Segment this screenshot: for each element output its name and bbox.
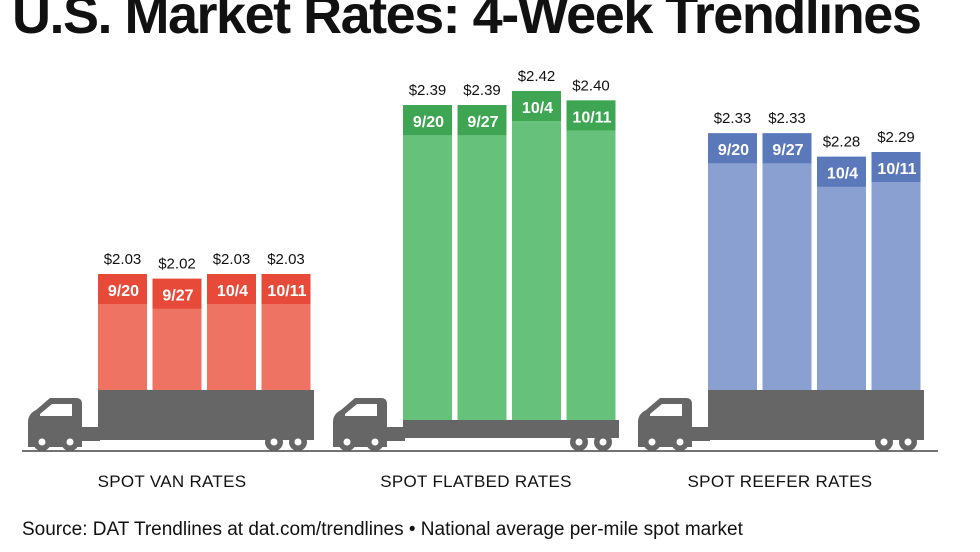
bar-date-label-2-1: 9/20: [413, 114, 444, 131]
bar-date-label-1-4: 10/11: [267, 283, 306, 300]
bar-value-label-2-3: $2.42: [518, 68, 556, 85]
bar-date-label-2-2: 9/27: [467, 114, 498, 131]
truck-hubcap-3-1: [676, 438, 684, 446]
truck-window-2: [345, 404, 377, 416]
bar-3-1: [708, 133, 757, 420]
truck-chassis-2: [403, 428, 619, 438]
bar-value-label-1-2: $2.02: [158, 256, 196, 273]
bar-value-label-3-2: $2.33: [768, 110, 806, 127]
chart-title: U.S. Market Rates: 4-Week Trendlines: [12, 0, 922, 45]
bar-date-label-2-3: 10/4: [522, 100, 553, 117]
bar-value-label-1-3: $2.03: [213, 251, 251, 268]
bar-3-4: [871, 152, 921, 420]
truck-hubcap-1-3: [294, 438, 302, 446]
truck-chassis-3: [708, 428, 924, 440]
truck-window-1: [40, 404, 72, 416]
bar-value-label-2-1: $2.39: [409, 82, 447, 99]
bar-header-3-3: [817, 156, 866, 187]
truck-hubcap-1-1: [66, 438, 74, 446]
bar-date-label-3-4: 10/11: [877, 161, 916, 178]
truck-hitch-1: [82, 427, 100, 441]
truck-hubcap-1-2: [270, 438, 278, 446]
bar-value-label-2-4: $2.40: [572, 77, 610, 94]
truck-hubcap-3-3: [904, 438, 912, 446]
bar-2-2: [457, 105, 507, 421]
bar-2-1: [403, 105, 452, 421]
truck-hubcap-2-2: [575, 438, 583, 446]
truck-trailer-3: [708, 390, 924, 430]
bar-date-label-3-3: 10/4: [827, 166, 858, 183]
bar-date-label-1-2: 9/27: [162, 288, 193, 305]
bar-header-1-3: [207, 274, 256, 304]
panel-label-2: SPOT FLATBED RATES: [380, 472, 572, 491]
bar-header-3-4: [871, 152, 921, 182]
truck-flatbed-deck-2: [403, 420, 619, 428]
bar-value-label-2-2: $2.39: [463, 82, 501, 99]
bar-3-3: [817, 156, 866, 420]
bar-date-label-3-2: 9/27: [772, 142, 803, 159]
bar-value-label-3-1: $2.33: [714, 110, 752, 127]
bar-date-label-1-1: 9/20: [108, 283, 139, 300]
bar-date-label-2-4: 10/11: [572, 109, 611, 126]
truck-hubcap-1-0: [38, 438, 46, 446]
truck-hitch-2: [387, 427, 405, 441]
bar-header-2-4: [566, 100, 616, 131]
truck-hubcap-2-3: [599, 438, 607, 446]
bar-header-3-1: [708, 133, 757, 164]
truck-chassis-1: [98, 428, 314, 440]
truck-hitch-3: [692, 427, 710, 441]
bar-2-3: [512, 91, 561, 420]
bar-chart-area: 9/20 $2.03 9/27 $2.02 10/4 $2.03 10/11 $2.03 SPO…: [22, 68, 938, 491]
bar-header-2-1: [403, 105, 452, 136]
source-note: Source: DAT Trendlines at dat.com/trendl…: [22, 519, 743, 540]
bar-header-3-2: [762, 133, 812, 164]
bar-value-label-1-4: $2.03: [267, 251, 305, 268]
panel-3: 9/20 $2.33 9/27 $2.33 10/4 $2.28 10/11 $2.29 SPO…: [638, 110, 924, 491]
panel-label-3: SPOT REEFER RATES: [688, 472, 873, 491]
bar-header-1-4: [261, 274, 311, 304]
panel-2: 9/20 $2.39 9/27 $2.39 10/4 $2.42 10/11 $2.40 SPO…: [333, 68, 619, 491]
bar-header-2-3: [512, 91, 561, 121]
panel-1: 9/20 $2.03 9/27 $2.02 10/4 $2.03 10/11 $2.03 SPO…: [28, 251, 314, 491]
panel-label-1: SPOT VAN RATES: [98, 472, 247, 491]
truck-hubcap-3-2: [880, 438, 888, 446]
bar-value-label-1-1: $2.03: [104, 251, 142, 268]
bar-value-label-3-4: $2.29: [877, 129, 915, 146]
truck-trailer-1: [98, 390, 314, 430]
bar-2-4: [566, 100, 616, 420]
bar-header-1-1: [98, 274, 147, 304]
bar-value-label-3-3: $2.28: [823, 134, 861, 151]
bar-header-1-2: [152, 278, 202, 309]
truck-hubcap-2-0: [343, 438, 351, 446]
truck-hubcap-3-0: [648, 438, 656, 446]
bar-date-label-1-3: 10/4: [217, 283, 248, 300]
bar-3-2: [762, 133, 812, 420]
truck-hubcap-2-1: [371, 438, 379, 446]
truck-window-3: [650, 404, 682, 416]
bar-header-2-2: [457, 105, 507, 136]
bar-date-label-3-1: 9/20: [718, 142, 749, 159]
